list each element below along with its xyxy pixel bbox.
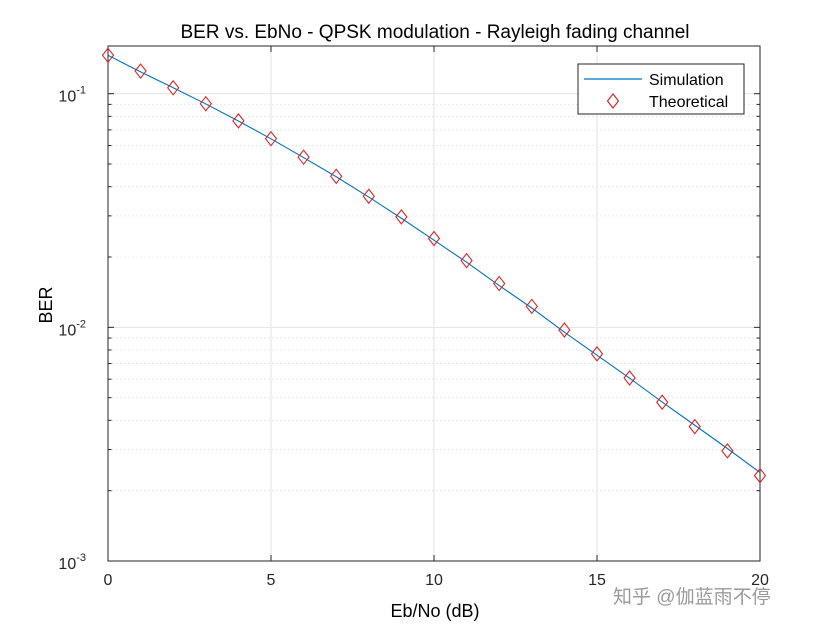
theoretical-diamond-marker — [134, 63, 147, 79]
tick-labels: 0 5 10 15 20 10-1 10-2 10-3 — [58, 85, 769, 589]
theoretical-diamond-marker — [232, 112, 245, 129]
legend-box — [577, 63, 745, 115]
x-tick-label: 0 — [104, 572, 113, 589]
theoretical-diamond-marker — [297, 149, 310, 166]
theoretical-diamond-marker — [199, 95, 212, 112]
theoretical-diamond-marker — [753, 467, 767, 484]
theoretical-diamond-marker — [656, 394, 669, 411]
theoretical-diamond-marker — [721, 442, 734, 459]
theoretical-diamond-marker — [688, 418, 701, 435]
theoretical-diamond-marker — [558, 322, 571, 338]
theoretical-diamond-marker — [427, 230, 441, 247]
y-axis-label: BER — [36, 286, 56, 323]
theoretical-diamond-marker — [460, 252, 473, 269]
theoretical-diamond-marker — [525, 298, 538, 315]
theoretical-diamond-marker — [493, 275, 506, 292]
watermark: 知乎 @伽蓝雨不停 — [613, 586, 771, 608]
data-series — [101, 47, 767, 484]
legend-simulation-label: Simulation — [649, 72, 724, 89]
theoretical-diamond-marker — [167, 79, 180, 96]
grid — [108, 46, 760, 561]
theoretical-diamond-marker — [264, 130, 278, 147]
x-tick-label: 10 — [425, 572, 443, 589]
x-axis-label: Eb/No (dB) — [390, 601, 479, 621]
y-tick-label: 10-2 — [58, 318, 86, 339]
legend-theoretical-label: Theoretical — [649, 94, 728, 111]
axes — [107, 45, 761, 562]
theoretical-diamond-marker — [395, 208, 408, 225]
legend: Simulation Theoretical — [577, 63, 745, 115]
chart-title: BER vs. EbNo - QPSK modulation - Rayleig… — [180, 22, 689, 43]
theoretical-diamond-marker — [101, 47, 115, 64]
theoretical-diamond-marker — [623, 370, 636, 386]
x-tick-label: 15 — [588, 572, 606, 589]
x-tick-label: 20 — [751, 572, 769, 589]
x-tick-label: 5 — [267, 572, 276, 589]
theoretical-diamond-marker — [330, 168, 343, 185]
legend-theoretical-diamond-icon — [606, 93, 620, 109]
y-tick-label: 10-3 — [58, 552, 86, 573]
y-tick-label: 10-1 — [58, 85, 86, 106]
theoretical-diamond-marker — [590, 345, 604, 362]
theoretical-diamond-marker — [362, 188, 375, 205]
simulation-line — [107, 54, 761, 474]
